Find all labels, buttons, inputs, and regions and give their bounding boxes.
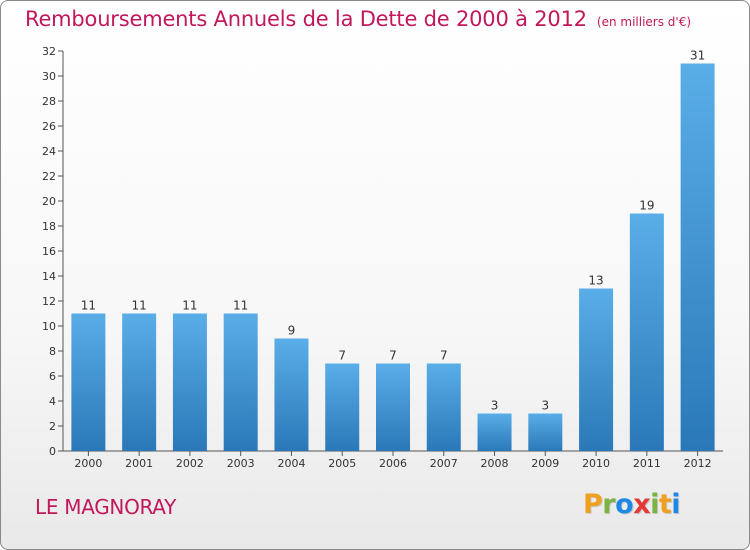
y-tick-label: 10: [42, 320, 56, 333]
y-tick-label: 12: [42, 295, 56, 308]
data-label: 7: [338, 349, 346, 363]
y-tick-label: 2: [49, 420, 56, 433]
bar-2012: [680, 63, 715, 451]
data-label: 19: [639, 199, 654, 213]
y-tick-label: 4: [49, 395, 56, 408]
chart-subtitle: (en milliers d'€): [596, 15, 692, 29]
logo-letter: t: [658, 489, 672, 520]
y-tick-label: 28: [42, 95, 56, 108]
data-label: 11: [182, 299, 197, 313]
data-label: 7: [440, 349, 448, 363]
y-tick-label: 30: [42, 70, 56, 83]
x-tick-label: 2008: [481, 457, 509, 470]
x-tick-label: 2011: [633, 457, 661, 470]
y-tick-label: 24: [42, 145, 56, 158]
bar-2003: [223, 313, 258, 451]
x-tick-label: 2009: [531, 457, 559, 470]
y-tick-label: 20: [42, 195, 56, 208]
bar-2006: [376, 363, 410, 451]
logo-letter: x: [633, 489, 651, 520]
logo-letter: r: [602, 489, 616, 520]
bar-2009: [528, 413, 563, 451]
x-tick-label: 2007: [430, 457, 458, 470]
x-tick-label: 2005: [328, 457, 356, 470]
logo-letter: i: [671, 489, 681, 520]
bar-2005: [325, 363, 360, 451]
bar-2002: [172, 313, 207, 451]
chart-title-text: Remboursements Annuels de la Dette de 20…: [25, 7, 587, 31]
y-tick-label: 14: [42, 270, 56, 283]
x-tick-label: 2010: [582, 457, 610, 470]
data-label: 7: [389, 349, 397, 363]
logo-letter: o: [615, 489, 634, 520]
bar-2008: [477, 413, 512, 451]
logo-letter: P: [583, 489, 603, 520]
bar-2004: [274, 338, 309, 451]
bar-2007: [426, 363, 461, 451]
data-label: 11: [81, 299, 96, 313]
y-tick-label: 26: [42, 120, 56, 133]
y-tick-label: 32: [42, 45, 56, 58]
x-tick-label: 2004: [277, 457, 305, 470]
x-tick-label: 2002: [176, 457, 204, 470]
data-label: 31: [690, 49, 705, 63]
bar-2000: [71, 313, 106, 451]
x-tick-label: 2006: [379, 457, 407, 470]
data-label: 11: [233, 299, 248, 313]
y-tick-label: 16: [42, 245, 56, 258]
data-label: 13: [588, 274, 603, 288]
x-tick-label: 2003: [227, 457, 255, 470]
x-tick-label: 2000: [74, 457, 102, 470]
y-tick-label: 8: [49, 345, 56, 358]
data-label: 3: [491, 399, 499, 413]
data-label: 11: [132, 299, 147, 313]
bar-2011: [629, 213, 664, 451]
y-tick-label: 0: [49, 445, 56, 458]
chart-title: Remboursements Annuels de la Dette de 20…: [25, 7, 691, 31]
x-tick-label: 2012: [684, 457, 712, 470]
x-tick-label: 2001: [125, 457, 153, 470]
bar-2001: [122, 313, 157, 451]
proxiti-logo[interactable]: Proxiti: [583, 489, 681, 520]
commune-name: LE MAGNORAY: [35, 495, 177, 519]
data-label: 9: [288, 324, 296, 338]
logo-letter: i: [650, 489, 659, 520]
y-tick-label: 6: [49, 370, 56, 383]
y-tick-label: 22: [42, 170, 56, 183]
bar-2010: [579, 288, 614, 451]
data-label: 3: [541, 399, 549, 413]
y-tick-label: 18: [42, 220, 56, 233]
